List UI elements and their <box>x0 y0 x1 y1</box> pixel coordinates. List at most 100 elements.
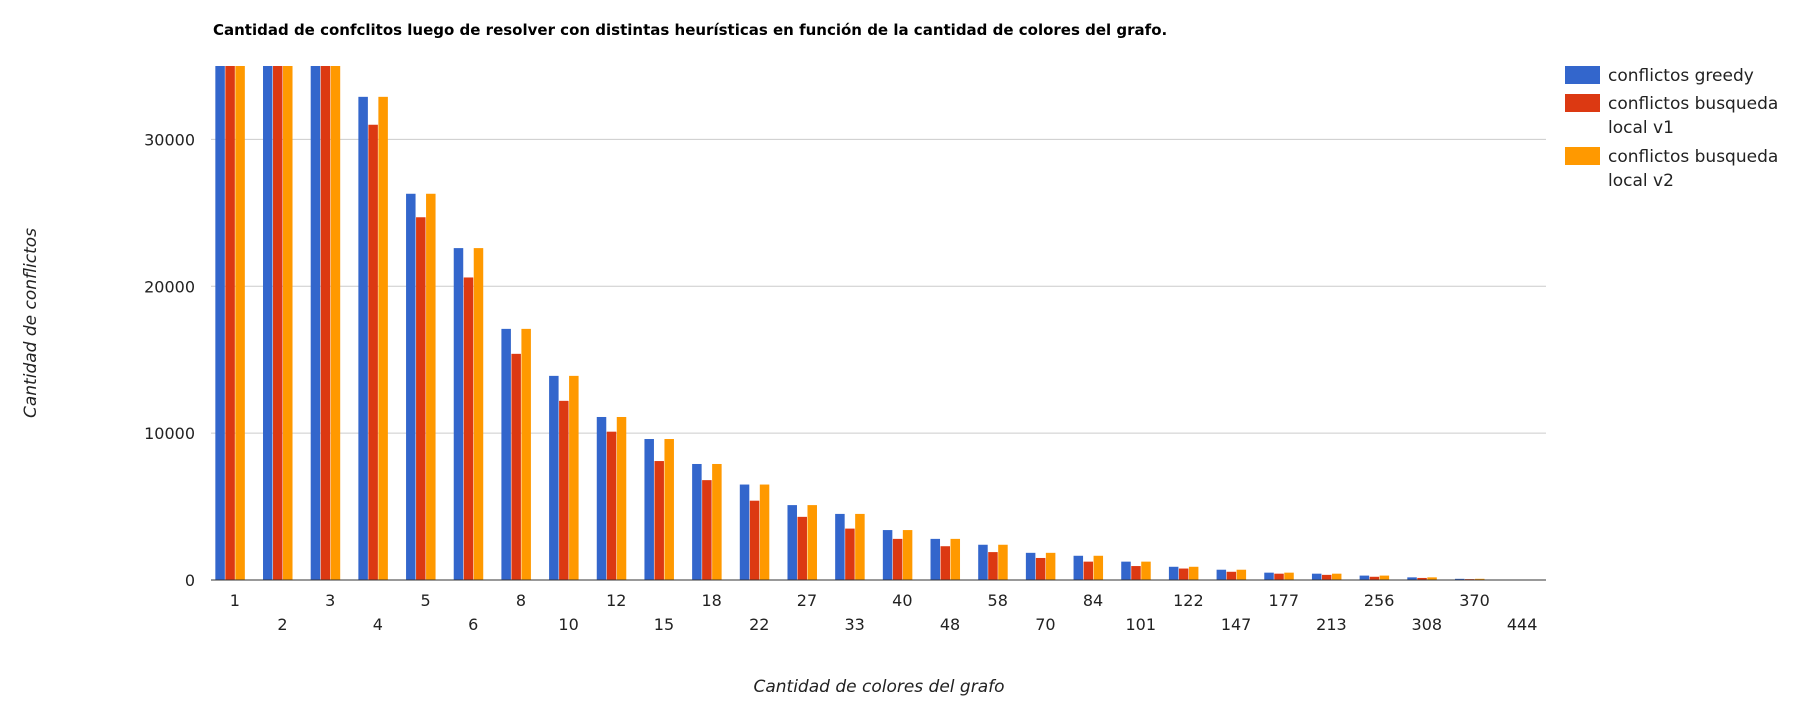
bar <box>787 505 797 580</box>
x-tick-label: 6 <box>468 615 478 634</box>
y-tick-labels: 0 10000 20000 30000 <box>144 130 195 590</box>
bar <box>215 66 225 580</box>
x-tick-label: 256 <box>1364 591 1395 610</box>
bar <box>1321 574 1332 580</box>
bars <box>215 66 1485 581</box>
x-tick-label: 70 <box>1035 615 1055 634</box>
bar <box>644 439 654 580</box>
bar <box>453 248 464 581</box>
bar <box>892 538 903 580</box>
bar <box>521 328 531 580</box>
bar <box>1264 572 1274 580</box>
bar <box>702 480 712 580</box>
bar <box>882 530 893 580</box>
y-tick-label: 0 <box>185 571 195 590</box>
bar <box>664 439 674 580</box>
bar <box>473 248 484 581</box>
bar <box>1188 566 1199 580</box>
x-tick-label: 101 <box>1125 615 1156 634</box>
bar <box>749 500 760 580</box>
x-tick-label: 58 <box>988 591 1008 610</box>
bar <box>1093 555 1104 580</box>
bar <box>712 463 722 580</box>
x-tick-label: 10 <box>558 615 578 634</box>
x-tick-label: 33 <box>844 615 864 634</box>
legend-label: conflictos busqueda <box>1608 94 1778 114</box>
bar <box>569 375 579 580</box>
bar <box>511 353 521 580</box>
bar <box>1417 577 1427 580</box>
x-tick-label: 177 <box>1268 591 1299 610</box>
bar <box>330 66 341 580</box>
bar <box>616 416 627 580</box>
bar <box>263 66 273 580</box>
x-tick-label: 40 <box>892 591 912 610</box>
y-axis-title: Cantidad de conflictos <box>21 228 41 418</box>
bar <box>1311 573 1322 580</box>
bar <box>1131 566 1141 580</box>
x-tick-label: 1 <box>230 591 240 610</box>
x-tick-label: 48 <box>940 615 960 634</box>
legend-label: local v2 <box>1608 171 1674 191</box>
x-tick-label: 122 <box>1173 591 1204 610</box>
bar <box>310 66 321 580</box>
y-tick-label: 10000 <box>144 424 195 443</box>
bar <box>797 516 807 580</box>
bar <box>845 528 855 580</box>
x-tick-label: 213 <box>1316 615 1347 634</box>
bar <box>320 66 331 580</box>
bar <box>358 96 368 580</box>
bar <box>1045 552 1056 580</box>
bar <box>1379 575 1390 580</box>
x-tick-label: 370 <box>1459 591 1490 610</box>
bar <box>1216 569 1227 580</box>
bar <box>759 484 770 580</box>
x-tick-label: 18 <box>701 591 721 610</box>
bar <box>1474 578 1485 580</box>
bar <box>1168 566 1179 580</box>
legend-swatch <box>1565 94 1600 112</box>
bar <box>283 66 293 580</box>
bar <box>1121 561 1131 580</box>
bar <box>950 538 961 580</box>
bar <box>998 544 1008 580</box>
bar <box>1427 577 1437 580</box>
x-tick-label: 308 <box>1412 615 1443 634</box>
bar <box>378 96 388 580</box>
bar <box>606 431 617 580</box>
bar <box>225 66 235 580</box>
bar <box>368 124 378 580</box>
bar <box>1274 573 1284 580</box>
bar <box>406 193 416 580</box>
y-tick-label: 30000 <box>144 130 195 149</box>
x-tick-label: 2 <box>277 615 287 634</box>
bar <box>1073 555 1084 580</box>
bar <box>1083 561 1094 580</box>
chart-title: Cantidad de confclitos luego de resolver… <box>213 21 1167 39</box>
legend-label: conflictos busqueda <box>1608 147 1778 167</box>
x-tick-label: 8 <box>516 591 526 610</box>
bar <box>426 193 436 580</box>
bar <box>559 400 569 580</box>
x-axis-title: Cantidad de colores del grafo <box>753 677 1004 697</box>
bar <box>988 552 998 580</box>
legend-label: local v1 <box>1608 118 1674 138</box>
bar <box>596 416 607 580</box>
bar <box>235 66 245 580</box>
bar <box>463 277 474 580</box>
x-tick-labels: 1234568101215182227334048587084101122147… <box>230 591 1538 634</box>
bar <box>1331 573 1342 580</box>
bar <box>416 217 426 580</box>
bar <box>1284 572 1294 580</box>
bar <box>549 375 559 580</box>
x-tick-label: 3 <box>325 591 335 610</box>
bar <box>1141 561 1151 580</box>
bar <box>1226 571 1237 580</box>
legend-swatch <box>1565 147 1600 165</box>
bar <box>930 538 941 580</box>
bar <box>1236 569 1247 580</box>
bar <box>1407 577 1417 580</box>
legend: conflictos greedy conflictos busqueda loca… <box>1565 66 1778 191</box>
x-tick-label: 15 <box>654 615 674 634</box>
